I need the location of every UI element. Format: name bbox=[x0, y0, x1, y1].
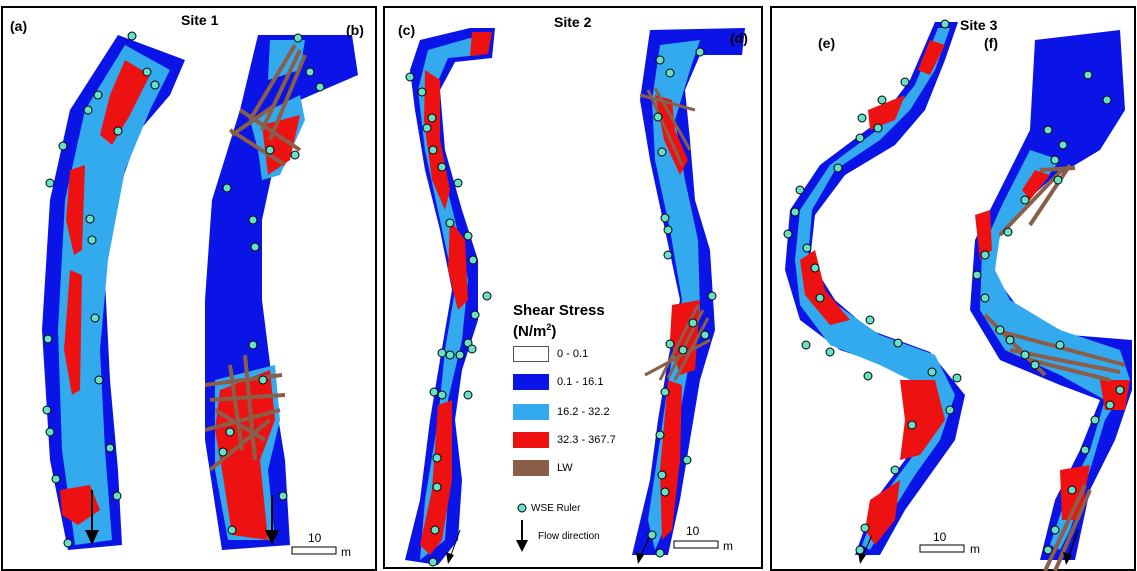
legend-title-unit: (N/m bbox=[513, 323, 547, 340]
scale-value-site3: 10 bbox=[933, 530, 947, 544]
legend-row-2: 16.2 - 32.2 bbox=[513, 403, 610, 421]
scale-value-site2: 10 bbox=[686, 524, 700, 538]
site-title-3: Site 3 bbox=[960, 17, 998, 33]
panel-label-d: (d) bbox=[730, 30, 748, 46]
river-a bbox=[42, 35, 185, 550]
arrow-d bbox=[636, 534, 651, 564]
legend-label-2: 16.2 - 32.2 bbox=[557, 406, 610, 418]
scale-unit-site2: m bbox=[723, 539, 733, 553]
legend-label-1: 0.1 - 16.1 bbox=[557, 376, 604, 388]
wse-rulers-d bbox=[647, 47, 717, 558]
scale-bar-site1 bbox=[291, 546, 337, 555]
arrow-e bbox=[858, 534, 873, 564]
legend-row-ruler: WSE Ruler bbox=[531, 499, 580, 517]
legend-row-0: 0 - 0.1 bbox=[513, 345, 588, 363]
wse-rulers-f bbox=[972, 70, 1125, 555]
legend-row-1: 0.1 - 16.1 bbox=[513, 373, 603, 391]
site-title-1: Site 1 bbox=[181, 12, 219, 28]
wse-rulers-e bbox=[783, 19, 962, 555]
scale-unit-site3: m bbox=[970, 542, 980, 556]
legend-row-flow: Flow direction bbox=[538, 527, 600, 545]
lw-b bbox=[204, 43, 307, 472]
scale-value-site1: 10 bbox=[308, 531, 322, 545]
wse-rulers-b bbox=[218, 33, 325, 535]
panel-label-a: (a) bbox=[10, 18, 28, 34]
legend-row-4: LW bbox=[513, 459, 573, 477]
arrow-b bbox=[265, 495, 279, 545]
legend-label-0: 0 - 0.1 bbox=[557, 348, 589, 360]
wse-rulers-a bbox=[42, 31, 160, 548]
legend-title-text: Shear Stress bbox=[513, 302, 605, 319]
legend-flow-arrow bbox=[516, 520, 528, 552]
panel-label-e: (e) bbox=[818, 35, 836, 51]
scale-bar-site3 bbox=[919, 544, 965, 553]
shear-stress-legend: Shear Stress (N/m2) 0 - 0.1 0.1 - 16.1 1… bbox=[513, 302, 663, 542]
lw-d bbox=[639, 87, 711, 381]
legend-title: Shear Stress (N/m2) bbox=[513, 302, 663, 340]
panel-label-b: (b) bbox=[346, 22, 364, 38]
legend-ruler-label: WSE Ruler bbox=[531, 502, 581, 514]
legend-swatch-4 bbox=[513, 460, 549, 476]
panel-label-f: (f) bbox=[984, 35, 998, 51]
legend-flow-label: Flow direction bbox=[538, 530, 600, 542]
river-f bbox=[970, 30, 1132, 560]
arrow-a bbox=[85, 490, 99, 545]
legend-title-sup: 2 bbox=[546, 322, 552, 332]
legend-swatch-0 bbox=[513, 346, 549, 362]
scale-bar-site2 bbox=[673, 540, 719, 549]
site-title-2: Site 2 bbox=[554, 14, 592, 30]
wse-rulers-c bbox=[405, 72, 492, 567]
legend-swatch-2 bbox=[513, 404, 549, 420]
legend-title-close: ) bbox=[551, 323, 557, 340]
arrow-c bbox=[446, 529, 461, 564]
arrow-f bbox=[1063, 529, 1079, 565]
panel-label-c: (c) bbox=[398, 22, 416, 38]
river-c bbox=[405, 28, 495, 565]
legend-label-4: LW bbox=[557, 462, 573, 474]
legend-swatch-1 bbox=[513, 374, 549, 390]
scale-unit-site1: m bbox=[341, 545, 351, 559]
river-e bbox=[785, 22, 965, 555]
legend-label-3: 32.3 - 367.7 bbox=[557, 434, 616, 446]
legend-ruler-symbol bbox=[517, 503, 527, 513]
legend-swatch-3 bbox=[513, 432, 549, 448]
legend-row-3: 32.3 - 367.7 bbox=[513, 431, 616, 449]
